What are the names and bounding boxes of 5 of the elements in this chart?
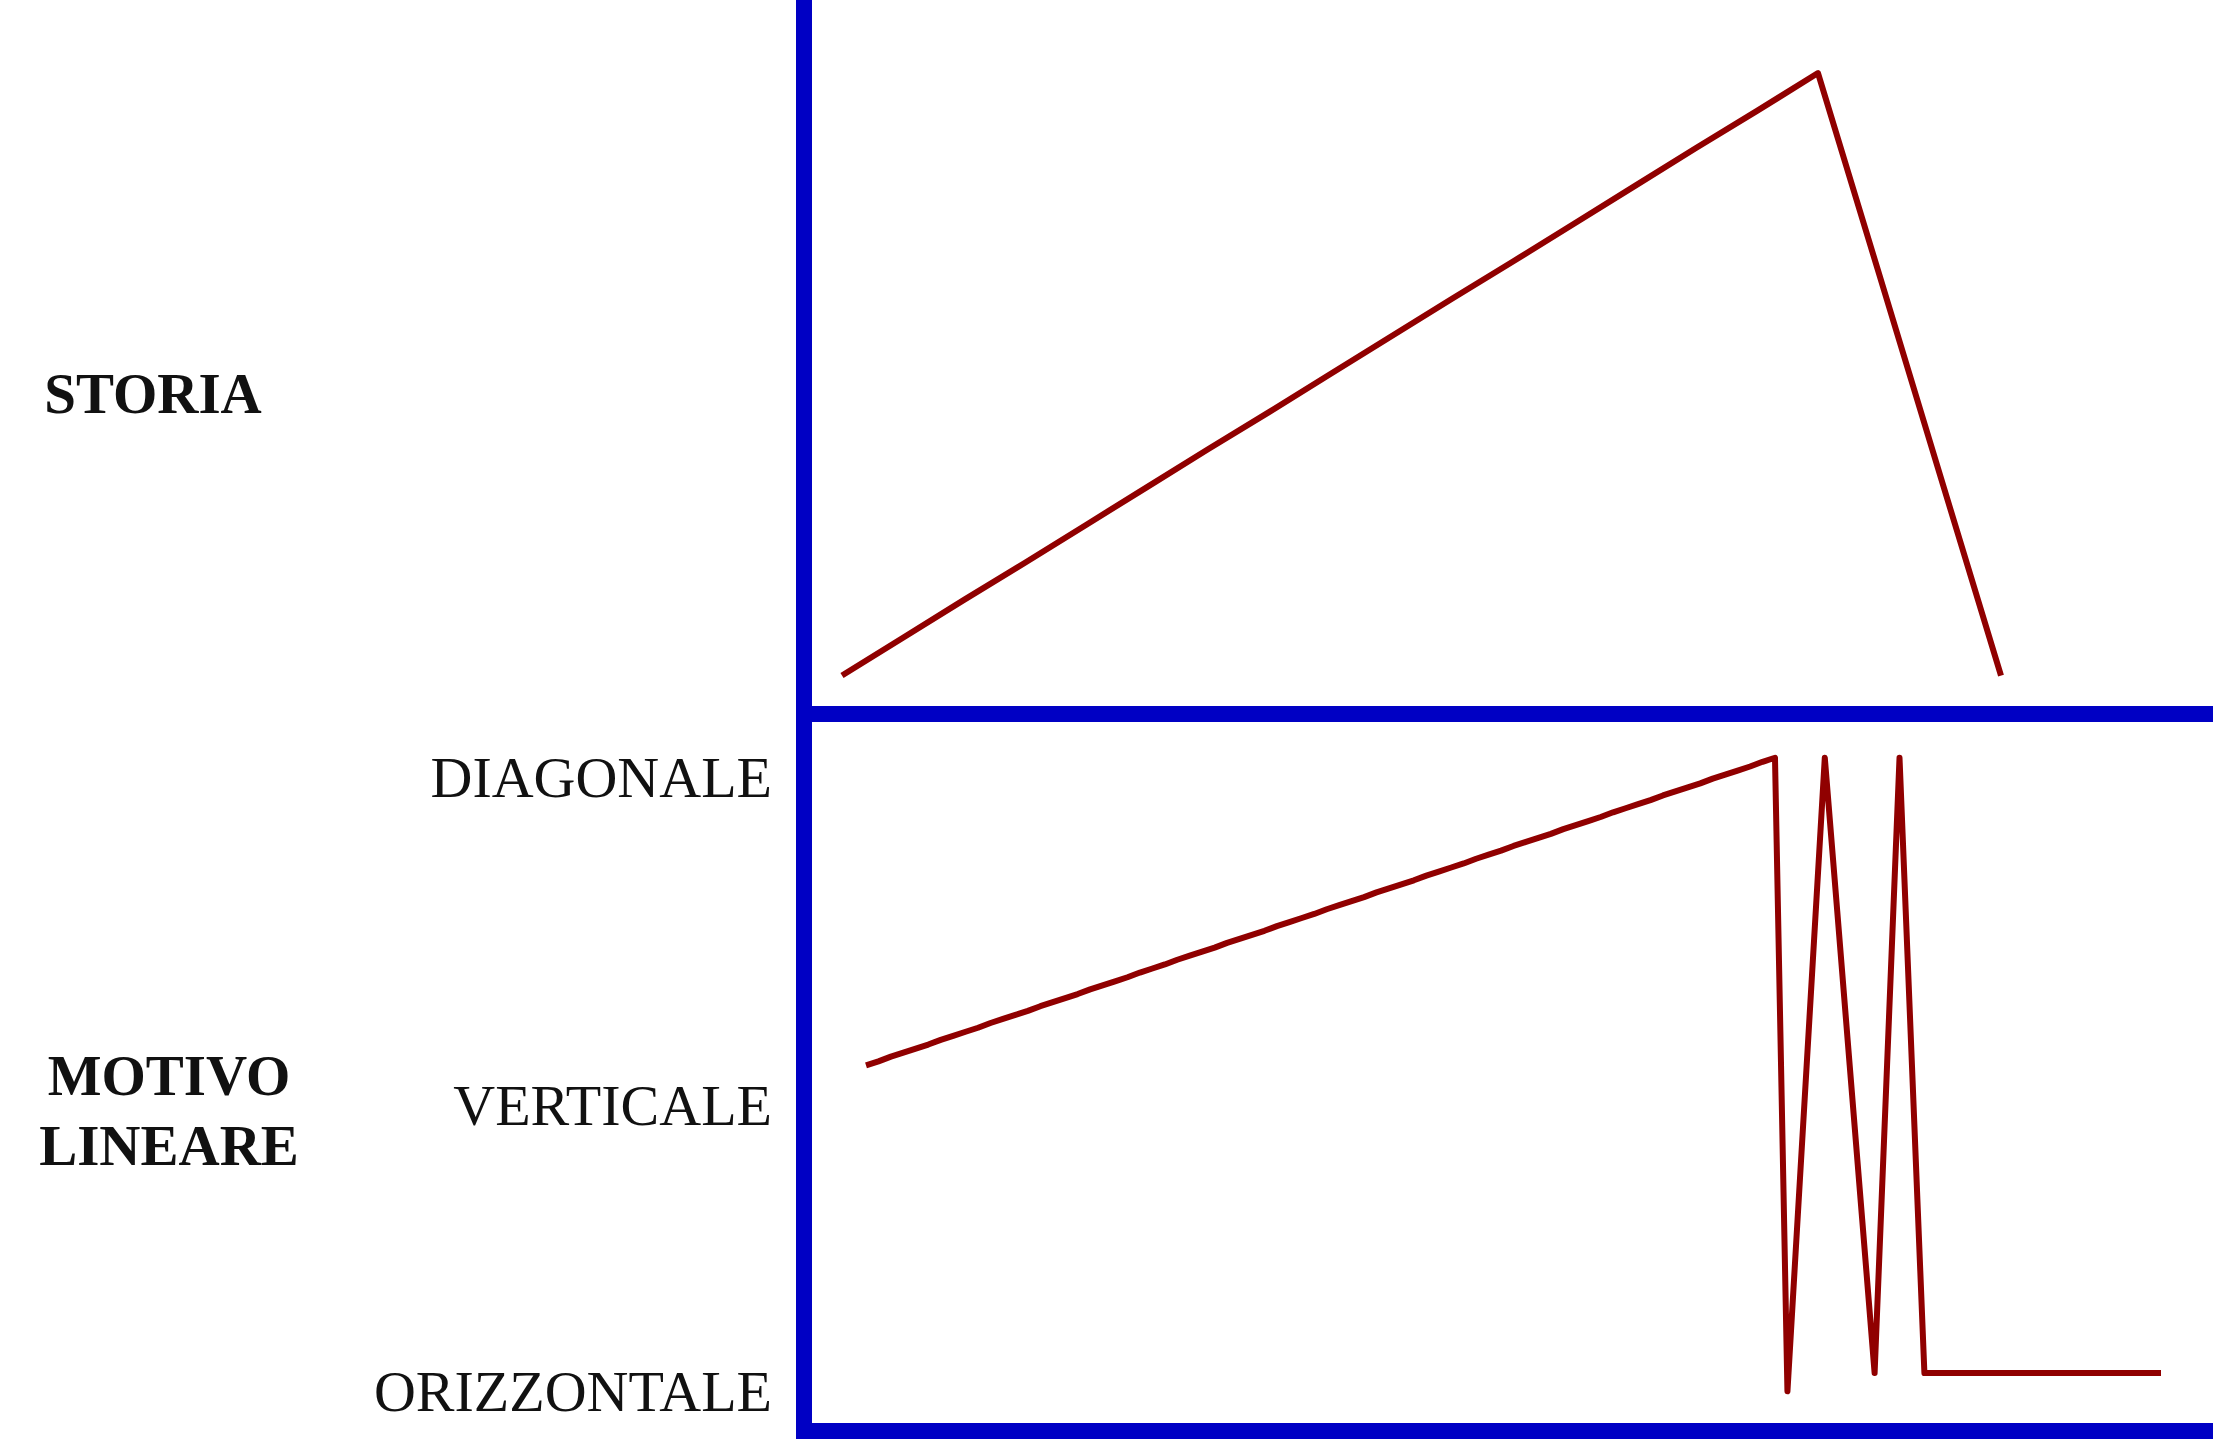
text: ORIZZONTALE [372,1358,772,1426]
text: DIAGONALE [429,744,772,812]
text: VERTICALE [453,1073,772,1138]
y-axis-title: STORIA [43,361,263,427]
y-axis-title: MOTIVO LINEARE [38,1043,300,1179]
